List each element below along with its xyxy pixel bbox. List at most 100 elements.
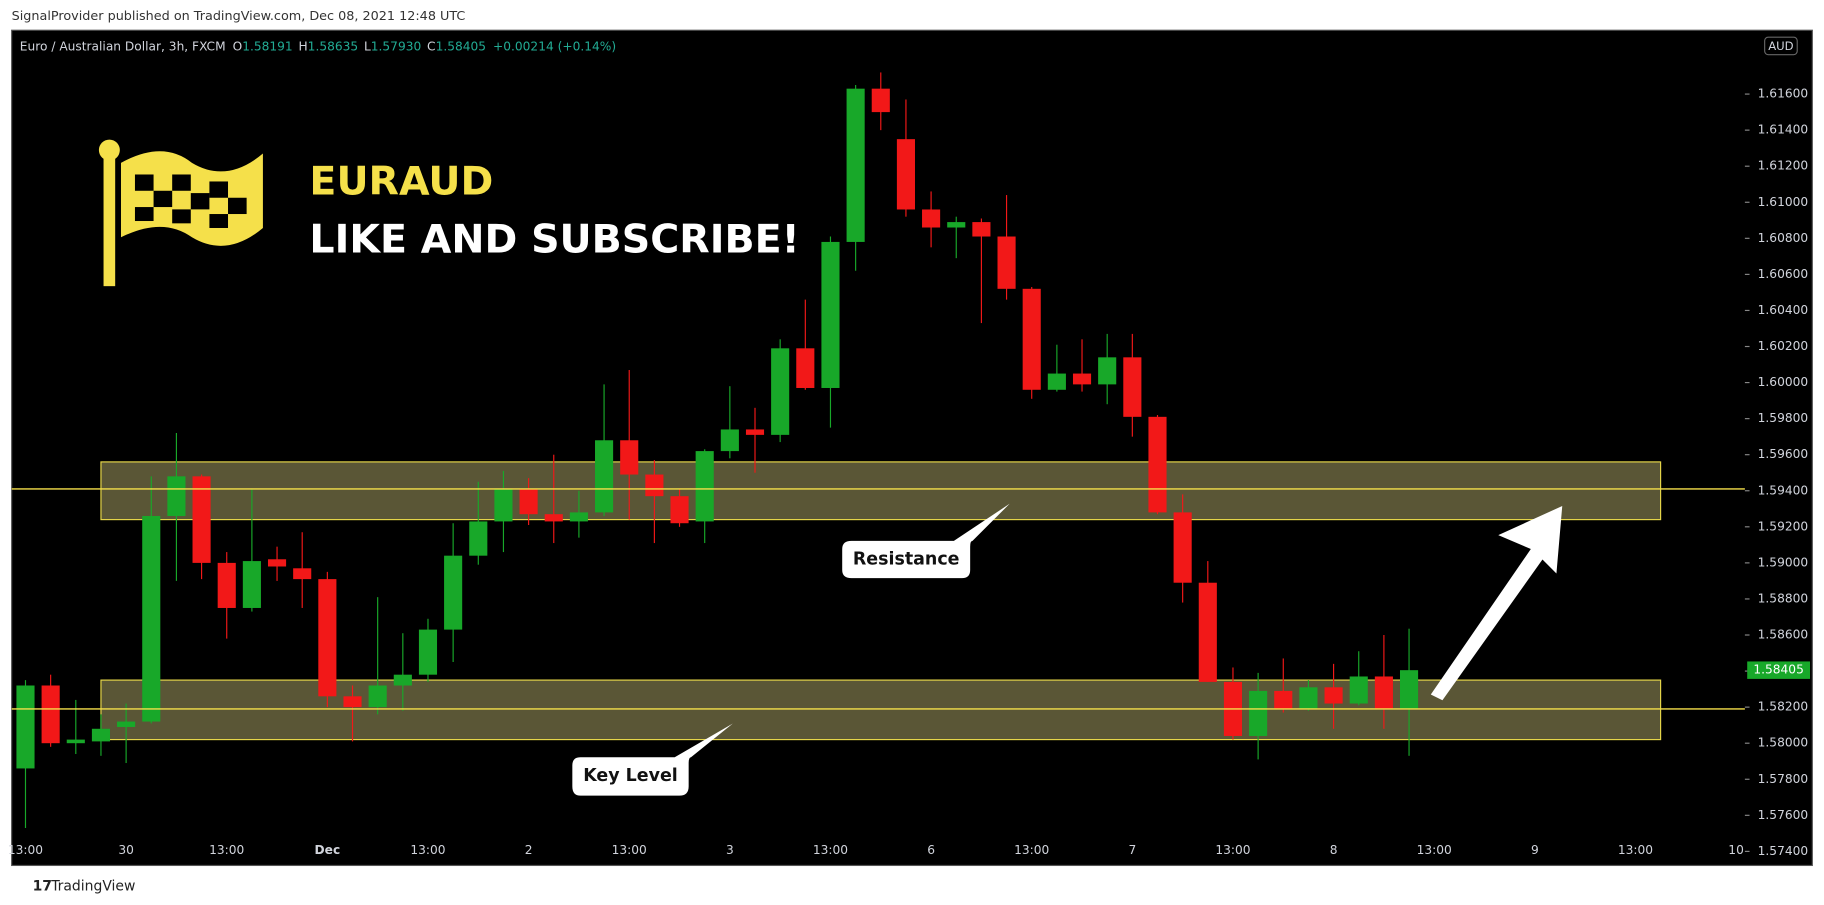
- y-tick-label: 1.59400: [1758, 483, 1808, 497]
- y-tick-label: 1.57600: [1758, 808, 1808, 822]
- currency-box: [1764, 36, 1798, 56]
- candle-body: [1072, 373, 1092, 385]
- candle-body: [720, 429, 739, 452]
- candle-body: [16, 685, 35, 769]
- candle-body: [519, 488, 538, 515]
- candle-body: [469, 521, 488, 556]
- candle-body: [1299, 687, 1318, 709]
- x-tick-label: 13:00: [1417, 843, 1452, 857]
- candle-body: [1173, 512, 1192, 583]
- candle-body: [1022, 288, 1041, 390]
- candle-body: [167, 476, 186, 517]
- candle-body: [1374, 676, 1393, 709]
- promo-subtitle: LIKE AND SUBSCRIBE!: [309, 216, 799, 262]
- y-tick-label: 1.59800: [1758, 411, 1808, 425]
- candle-body: [1249, 690, 1268, 736]
- y-tick-label: 1.60200: [1758, 339, 1808, 353]
- candle-body: [896, 139, 915, 210]
- candle-body: [117, 721, 136, 727]
- y-tick-label: 1.61000: [1758, 195, 1808, 209]
- symbol-legend: Euro / Australian Dollar, 3h, FXCM O1.581…: [20, 39, 616, 53]
- candle-body: [771, 348, 790, 435]
- callout-box: [842, 503, 1010, 579]
- candle-body: [41, 685, 60, 744]
- callout-label: Key Level: [583, 766, 678, 786]
- candle-body: [997, 236, 1016, 289]
- brand-logo: 17: [33, 878, 52, 894]
- candle-body: [645, 474, 664, 497]
- candle-body: [418, 629, 438, 675]
- ohlc-value: 1.58635: [308, 39, 358, 53]
- candle-body: [670, 496, 689, 524]
- last-price-label: 1.58405: [1753, 663, 1803, 677]
- callout-label: Resistance: [853, 550, 960, 570]
- x-tick-label: 3: [726, 843, 734, 857]
- brand: TradingView: [50, 878, 135, 894]
- y-tick-label: 1.57800: [1758, 772, 1808, 786]
- candle-body: [1198, 582, 1217, 682]
- candle-body: [66, 739, 85, 744]
- x-tick-label: 6: [927, 843, 935, 857]
- ohlc-label: L: [364, 39, 371, 53]
- ohlc-label: H: [298, 39, 307, 53]
- x-tick-label: 30: [118, 843, 134, 857]
- x-tick-label: 13:00: [612, 843, 647, 857]
- candle-body: [494, 488, 513, 522]
- y-tick-label: 1.58600: [1758, 628, 1808, 642]
- x-tick-label: 10: [1728, 843, 1744, 857]
- x-tick-label: 13:00: [8, 843, 43, 857]
- y-tick-label: 1.58200: [1758, 700, 1808, 714]
- candle-body: [142, 516, 161, 722]
- candle-body: [972, 222, 991, 237]
- x-tick-label: 2: [525, 843, 533, 857]
- candle-body: [569, 512, 588, 522]
- y-tick-label: 1.58000: [1758, 736, 1808, 750]
- published-line: SignalProvider published on TradingView.…: [12, 9, 466, 24]
- candle-body: [922, 209, 941, 228]
- change: +0.00214 (+0.14%): [493, 39, 616, 53]
- x-tick-label: 9: [1531, 843, 1539, 857]
- candle-body: [192, 476, 211, 563]
- candle-body: [343, 696, 362, 708]
- ohlc-label: C: [427, 39, 436, 53]
- flag-icon: [98, 139, 263, 287]
- candle-body: [1148, 416, 1167, 513]
- x-tick-label: 13:00: [1215, 843, 1250, 857]
- y-tick-label: 1.58800: [1758, 591, 1808, 605]
- x-tick-label: Dec: [315, 843, 341, 857]
- x-tick-label: 13:00: [1618, 843, 1653, 857]
- x-tick-label: 13:00: [813, 843, 848, 857]
- candle-body: [871, 88, 890, 113]
- candle-body: [947, 222, 966, 228]
- y-tick-label: 1.59200: [1758, 519, 1808, 533]
- symbol: Euro / Australian Dollar, 3h, FXCM: [20, 39, 226, 53]
- candle-body: [620, 440, 639, 475]
- candle-body: [444, 555, 463, 630]
- chart-layer: Euro / Australian Dollar, 3h, FXCM O1.581…: [8, 36, 1811, 858]
- y-tick-label: 1.60600: [1758, 267, 1808, 281]
- candle-body: [368, 685, 387, 708]
- candle-body: [1399, 670, 1419, 709]
- x-tick-label: 7: [1128, 843, 1136, 857]
- callout-box: [572, 723, 733, 796]
- y-tick-label: 1.61200: [1758, 159, 1808, 173]
- y-tick-label: 1.59000: [1758, 555, 1808, 569]
- promo-title: EURAUD: [309, 158, 493, 204]
- y-tick-label: 1.61600: [1758, 87, 1808, 101]
- candle-body: [1123, 357, 1142, 417]
- y-tick-label: 1.61400: [1758, 123, 1808, 137]
- candle-body: [318, 579, 337, 697]
- y-tick-label: 1.60800: [1758, 231, 1808, 245]
- ohlc-label: O: [233, 39, 243, 53]
- ohlc-value: 1.58191: [242, 39, 292, 53]
- candle-body: [1098, 357, 1117, 385]
- candle-body: [1274, 690, 1293, 709]
- y-tick-label: 1.59600: [1758, 447, 1808, 461]
- x-tick-label: 13:00: [1014, 843, 1049, 857]
- y-tick-label: 1.60400: [1758, 303, 1808, 317]
- candle-body: [393, 674, 412, 686]
- ohlc-value: 1.57930: [371, 39, 421, 53]
- candle-body: [91, 728, 111, 742]
- candle-body: [821, 241, 840, 388]
